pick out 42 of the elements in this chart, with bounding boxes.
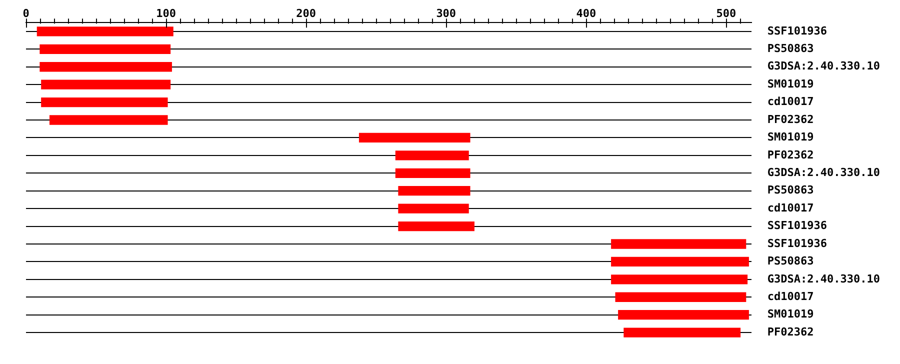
y-tick-label: cd10017 [767, 290, 814, 303]
y-tick-label: G3DSA:2.40.330.10 [767, 272, 880, 286]
bar [41, 80, 171, 90]
y-tick-label: SSF101936 [767, 24, 828, 38]
bar [358, 132, 470, 143]
y-tick-label: SM01019 [767, 308, 814, 321]
bar [611, 239, 746, 249]
bar [40, 44, 171, 54]
y-tick-label: PF02362 [767, 325, 814, 338]
bar [36, 26, 174, 36]
y-tick-label: PF02362 [767, 112, 814, 126]
y-tick-label: PF02362 [767, 148, 814, 162]
bar [611, 274, 748, 284]
x-tick-label: 100 [156, 6, 176, 20]
bar [618, 310, 749, 320]
x-tick-label: 200 [296, 6, 316, 20]
bar [395, 150, 469, 160]
bar [611, 256, 749, 267]
x-tick-label: 300 [436, 6, 456, 20]
bar [624, 328, 741, 338]
bar [395, 168, 470, 178]
y-tick-label: cd10017 [767, 95, 814, 108]
x-tick-label: 400 [576, 6, 596, 20]
y-tick-label: cd10017 [767, 201, 814, 214]
bar [49, 115, 168, 125]
x-tick-label: 0 [22, 6, 30, 20]
y-tick-label: PS50863 [767, 184, 814, 197]
bar [398, 186, 470, 196]
y-tick-label: SM01019 [767, 130, 814, 144]
y-tick-label: SSF101936 [767, 236, 828, 250]
bar [40, 62, 172, 72]
y-tick-label: SM01019 [767, 77, 814, 90]
y-tick-label: SSF101936 [767, 219, 828, 232]
bar [41, 97, 168, 108]
bar [398, 204, 469, 214]
y-tick-label: PS50863 [767, 42, 814, 56]
y-tick-label: PS50863 [767, 254, 814, 268]
bar [398, 221, 474, 232]
y-tick-label: G3DSA:2.40.330.10 [767, 60, 880, 73]
x-tick-label: 500 [716, 6, 736, 20]
bar [615, 292, 746, 302]
y-tick-label: G3DSA:2.40.330.10 [767, 166, 880, 180]
